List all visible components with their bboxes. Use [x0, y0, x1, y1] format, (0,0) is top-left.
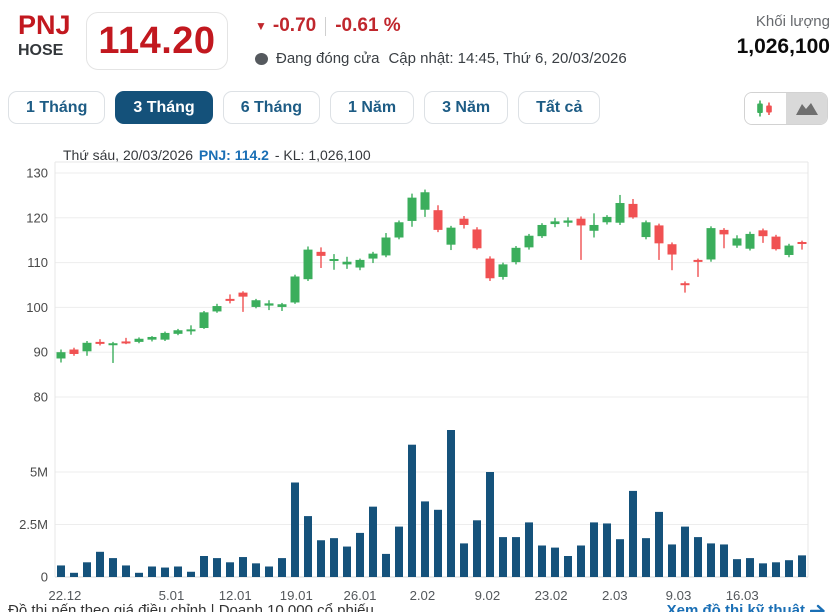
change-block: ▼ -0.70 -0.61 % Đang đóng cửa Cập nhật: …	[255, 15, 627, 67]
exchange-label: HOSE	[18, 42, 64, 60]
market-status: Đang đóng cửa	[276, 50, 380, 67]
svg-text:5M: 5M	[30, 465, 48, 480]
price-change-pct: -0.61 %	[335, 15, 401, 36]
volume-label: Khối lượng	[755, 13, 830, 30]
svg-text:2.02: 2.02	[410, 588, 436, 603]
updated-time: Cập nhật: 14:45, Thứ 6, 20/03/2026	[388, 50, 627, 67]
candlestick-icon	[757, 100, 773, 117]
current-price: 114.20	[98, 19, 216, 62]
svg-text:90: 90	[34, 345, 48, 360]
tab-tat-ca[interactable]: Tất cả	[518, 91, 601, 124]
svg-text:12.01: 12.01	[219, 588, 252, 603]
tooltip-symbol-price: PNJ: 114.2	[198, 147, 269, 163]
market-closed-dot-icon	[255, 52, 268, 65]
divider	[325, 16, 327, 36]
svg-text:16.03: 16.03	[726, 588, 759, 603]
symbol-block: PNJ HOSE	[18, 11, 71, 60]
timeframe-tabs: 1 Tháng 3 Tháng 6 Tháng 1 Năm 3 Năm Tất …	[8, 91, 601, 124]
ticker-symbol: PNJ	[18, 10, 71, 40]
market-status-row: Đang đóng cửa Cập nhật: 14:45, Thứ 6, 20…	[255, 50, 627, 67]
svg-text:130: 130	[26, 166, 48, 181]
svg-text:23.02: 23.02	[535, 588, 568, 603]
tab-3-thang[interactable]: 3 Tháng	[115, 91, 213, 124]
price-change-row: ▼ -0.70 -0.61 %	[255, 15, 627, 37]
down-triangle-icon: ▼	[255, 19, 267, 33]
svg-text:100: 100	[26, 300, 48, 315]
volume-value: 1,026,100	[736, 35, 830, 58]
chart-controls-row: 1 Tháng 3 Tháng 6 Tháng 1 Năm 3 Năm Tất …	[0, 91, 834, 127]
svg-text:9.02: 9.02	[475, 588, 501, 603]
tab-3-nam[interactable]: 3 Năm	[424, 91, 509, 124]
arrow-right-icon	[810, 604, 825, 612]
svg-text:0: 0	[41, 570, 48, 585]
svg-text:80: 80	[34, 390, 48, 405]
candlestick-chart-button[interactable]	[745, 93, 787, 124]
tab-1-thang[interactable]: 1 Tháng	[8, 91, 106, 124]
svg-text:19.01: 19.01	[280, 588, 313, 603]
svg-text:110: 110	[27, 255, 48, 270]
chart-footnote: Đồ thị nến theo giá điều chỉnh | Doanh 1…	[8, 602, 374, 612]
tooltip-date: Thứ sáu, 20/03/2026	[63, 147, 194, 163]
tab-1-nam[interactable]: 1 Năm	[330, 91, 415, 124]
tooltip-volume: - KL: 1,026,100	[274, 147, 371, 163]
svg-text:120: 120	[26, 210, 48, 225]
svg-text:5.01: 5.01	[159, 588, 185, 603]
svg-text:2.5M: 2.5M	[19, 517, 48, 532]
tab-6-thang[interactable]: 6 Tháng	[222, 91, 321, 124]
volume-block: Khối lượng 1,026,100	[737, 13, 830, 59]
area-chart-icon	[795, 103, 818, 115]
chart-type-toggle	[744, 92, 828, 125]
svg-text:26.01: 26.01	[343, 588, 376, 603]
area-chart-button[interactable]	[786, 93, 827, 124]
technical-chart-link[interactable]: Xem đồ thị kỹ thuật	[667, 602, 826, 612]
stock-header: PNJ HOSE 114.20 ▼ -0.70 -0.61 % Đang đón…	[0, 0, 834, 88]
price-box: 114.20	[86, 12, 228, 70]
svg-text:22.12: 22.12	[48, 588, 81, 603]
chart-tooltip: Thứ sáu, 20/03/2026 PNJ: 114.2 - KL: 1,0…	[63, 147, 371, 163]
price-change: -0.70	[272, 15, 317, 36]
chart-footer: Đồ thị nến theo giá điều chỉnh | Doanh 1…	[8, 602, 826, 612]
svg-text:2.03: 2.03	[602, 588, 628, 603]
svg-text:9.03: 9.03	[666, 588, 692, 603]
technical-chart-link-label: Xem đồ thị kỹ thuật	[666, 602, 805, 612]
price-volume-chart[interactable]: 130 120 110 100 90 80 0 2.5M 5M 22.12 5.01 12.01 19.…	[0, 142, 834, 612]
